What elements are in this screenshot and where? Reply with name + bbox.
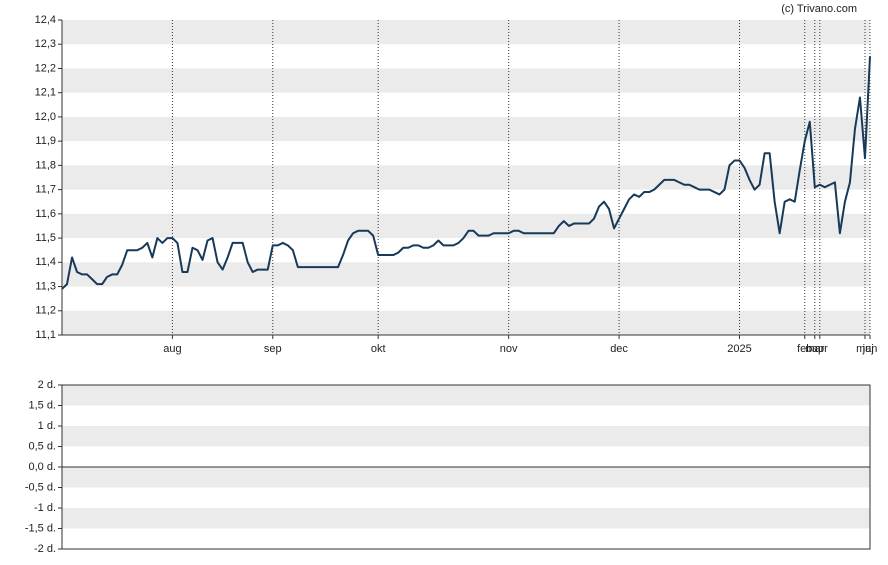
- source: (c) Trivano.com: [781, 3, 857, 15]
- y-tick-label: 11,4: [35, 256, 56, 268]
- y-tick-label: 12,1: [35, 87, 56, 99]
- x-tick-label: maj: [856, 343, 874, 355]
- grid-band: [62, 385, 870, 406]
- x-tick-label: aug: [163, 343, 181, 355]
- x-tick-label: jun: [862, 343, 878, 355]
- grid-band: [62, 426, 870, 447]
- grid-band: [62, 20, 870, 45]
- grid-band: [62, 310, 870, 335]
- y-tick-label: 1,5 d.: [28, 399, 56, 411]
- y-tick-label: -1 d.: [34, 502, 56, 514]
- y-tick-label: 11,9: [35, 135, 56, 147]
- y-tick-label: 11,6: [35, 208, 56, 220]
- y-tick-label: 1 d.: [38, 420, 56, 432]
- x-tick-label: apr: [812, 343, 828, 355]
- y-tick-label: -0,5 d.: [25, 481, 56, 493]
- y-tick-label: 2 d.: [38, 379, 56, 391]
- y-tick-label: 12,3: [35, 38, 56, 50]
- y-tick-label: 11,8: [35, 159, 56, 171]
- price-line: [61, 56, 871, 290]
- x-tick-label: mar: [805, 343, 824, 355]
- grid-band: [62, 467, 870, 488]
- y-tick-label: -1,5 d.: [25, 522, 56, 534]
- grid-band: [62, 262, 870, 287]
- grid-band: [62, 116, 870, 142]
- x-tick-label: nov: [500, 343, 518, 355]
- grid-band: [62, 165, 870, 190]
- y-tick-label: 11,7: [35, 184, 56, 196]
- y-tick-label: 12,2: [35, 62, 56, 74]
- x-tick-label: okt: [371, 343, 386, 355]
- grid-band: [62, 508, 870, 529]
- grid-band: [62, 68, 870, 93]
- y-tick-label: 11,5: [35, 232, 56, 244]
- y-tick-label: 11,2: [35, 305, 56, 317]
- x-tick-label: feb: [797, 343, 812, 355]
- y-tick-label: 0,0 d.: [28, 461, 56, 473]
- y-tick-label: 0,5 d.: [28, 440, 56, 452]
- y-tick-label: 11,3: [35, 280, 56, 292]
- y-tick-label: 12,0: [35, 111, 56, 123]
- plot-frame: [61, 384, 871, 550]
- y-tick-label: 12,4: [35, 14, 56, 26]
- x-tick-label: sep: [264, 343, 282, 355]
- x-tick-label: dec: [610, 343, 628, 355]
- x-tick-label: 2025: [727, 343, 751, 355]
- y-tick-label: 11,1: [35, 329, 56, 341]
- y-tick-label: -2 d.: [34, 543, 56, 555]
